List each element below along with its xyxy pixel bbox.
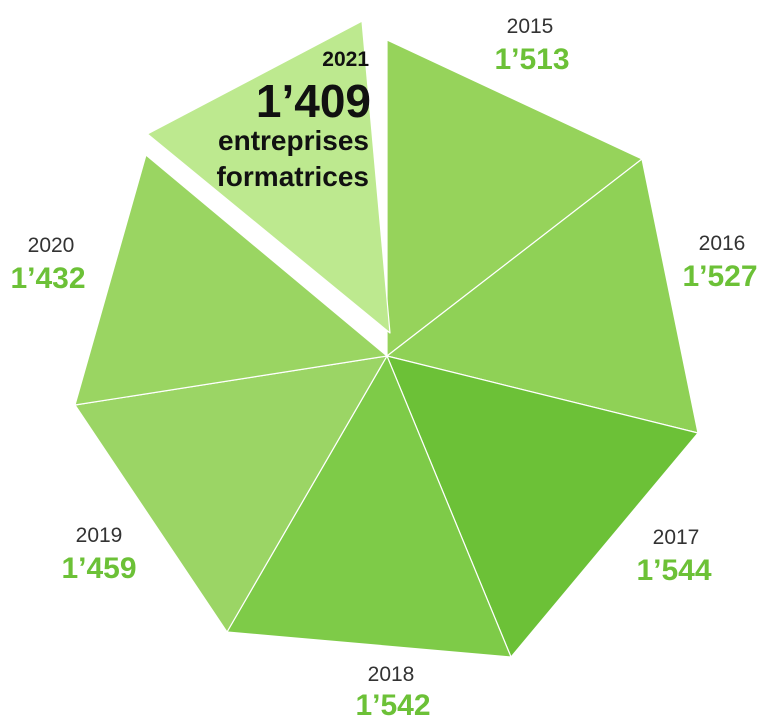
slice-label-2018: 2018 1’542 bbox=[355, 663, 430, 719]
value-label-2019: 1’459 bbox=[61, 552, 136, 585]
year-label-2015: 2015 bbox=[507, 15, 554, 38]
slice-label-2020: 2020 1’432 bbox=[10, 234, 85, 295]
year-label-2017: 2017 bbox=[653, 526, 700, 549]
value-label-2016: 1’527 bbox=[682, 260, 757, 293]
value-label-2018: 1’542 bbox=[355, 689, 430, 719]
unit-label-line-2: formatrices bbox=[216, 161, 369, 192]
chart-slices bbox=[74, 20, 699, 658]
unit-label-line-1: entreprises bbox=[218, 125, 369, 156]
value-label-2015: 1’513 bbox=[494, 43, 569, 76]
slice-2021 bbox=[146, 20, 391, 334]
year-label-2020: 2020 bbox=[28, 234, 75, 257]
value-label-2020: 1’432 bbox=[10, 262, 85, 295]
slice-label-2019: 2019 1’459 bbox=[61, 524, 136, 585]
slice-label-2021: 2021 1’409 entreprises formatrices bbox=[216, 48, 371, 192]
slice-label-2017: 2017 1’544 bbox=[636, 526, 711, 587]
slice-label-2015: 2015 1’513 bbox=[494, 15, 569, 76]
year-label-2019: 2019 bbox=[76, 524, 123, 547]
year-label-2021: 2021 bbox=[322, 48, 369, 71]
value-label-2017: 1’544 bbox=[636, 554, 711, 587]
slice-2020 bbox=[74, 154, 388, 406]
year-label-2016: 2016 bbox=[699, 232, 746, 255]
year-label-2018: 2018 bbox=[368, 663, 415, 686]
slice-label-2016: 2016 1’527 bbox=[682, 232, 757, 293]
value-label-2021: 1’409 bbox=[256, 75, 371, 127]
